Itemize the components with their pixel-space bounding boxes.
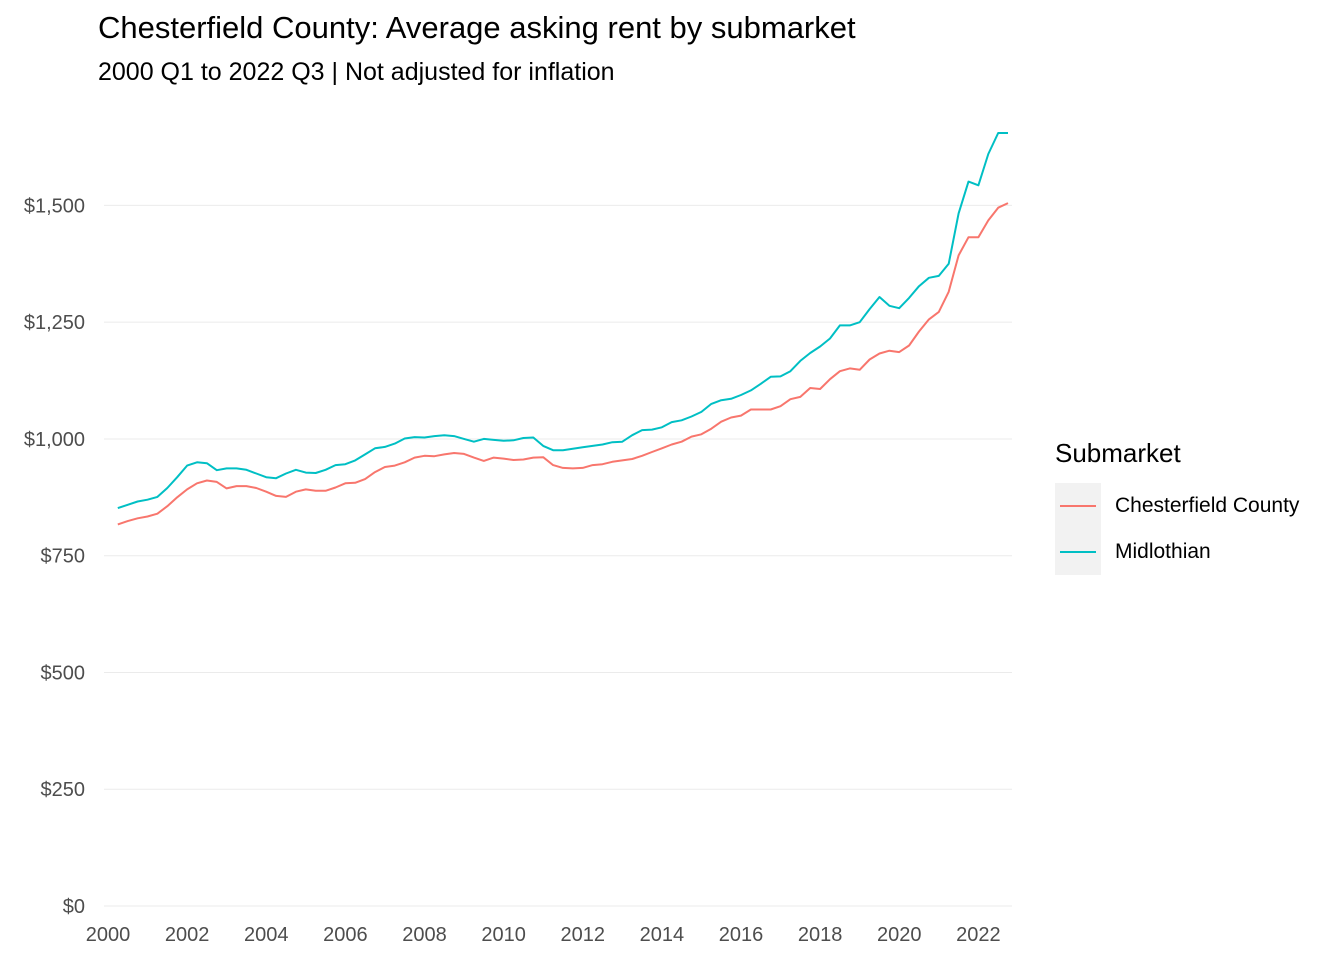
legend-key-panel <box>1055 483 1101 575</box>
chart-title: Chesterfield County: Average asking rent… <box>98 10 856 45</box>
x-tick-label: 2012 <box>560 924 605 946</box>
x-axis-tick-labels: 2000 2002 2004 2006 2008 2010 2012 2014 2016 2018… <box>86 924 1001 946</box>
x-tick-label: 2018 <box>798 924 843 946</box>
y-axis-tick-labels: $0 $250 $500 $750 $1,000 $1,250 $1,500 <box>24 195 85 918</box>
x-tick-label: 2014 <box>640 924 685 946</box>
legend-body: Chesterfield County Midlothian <box>1055 483 1299 575</box>
series-line-chesterfield-county <box>117 202 1009 526</box>
legend-key-chesterfield-county <box>1055 483 1101 529</box>
y-tick-label: $250 <box>41 779 86 801</box>
series-line-midlothian <box>117 132 1008 510</box>
legend-key-midlothian <box>1055 529 1101 575</box>
y-tick-label: $500 <box>41 662 86 684</box>
chart-subtitle: 2000 Q1 to 2022 Q3 | Not adjusted for in… <box>98 58 615 86</box>
series-lines <box>117 132 1009 526</box>
y-tick-label: $750 <box>41 546 86 568</box>
x-tick-label: 2002 <box>165 924 210 946</box>
legend-title: Submarket <box>1055 438 1181 468</box>
legend-labels: Chesterfield County Midlothian <box>1115 483 1299 575</box>
x-tick-label: 2004 <box>244 924 289 946</box>
x-tick-label: 2010 <box>481 924 526 946</box>
x-tick-label: 2020 <box>877 924 922 946</box>
legend-label-chesterfield-county: Chesterfield County <box>1115 494 1300 517</box>
x-tick-label: 2006 <box>323 924 368 946</box>
y-tick-label: $1,250 <box>24 312 85 334</box>
legend-swatch-midlothian <box>1060 551 1096 553</box>
x-tick-label: 2000 <box>86 924 131 946</box>
legend: Submarket Chesterfield County Midlothian <box>1055 438 1299 575</box>
legend-swatch-chesterfield-county <box>1060 505 1096 507</box>
y-tick-label: $1,000 <box>24 429 85 451</box>
y-tick-label: $1,500 <box>24 195 85 217</box>
legend-label-midlothian: Midlothian <box>1115 540 1211 563</box>
x-tick-label: 2022 <box>956 924 1001 946</box>
x-tick-label: 2016 <box>719 924 764 946</box>
y-tick-label: $0 <box>63 896 85 918</box>
x-tick-label: 2008 <box>402 924 447 946</box>
grid-lines <box>104 204 1012 907</box>
